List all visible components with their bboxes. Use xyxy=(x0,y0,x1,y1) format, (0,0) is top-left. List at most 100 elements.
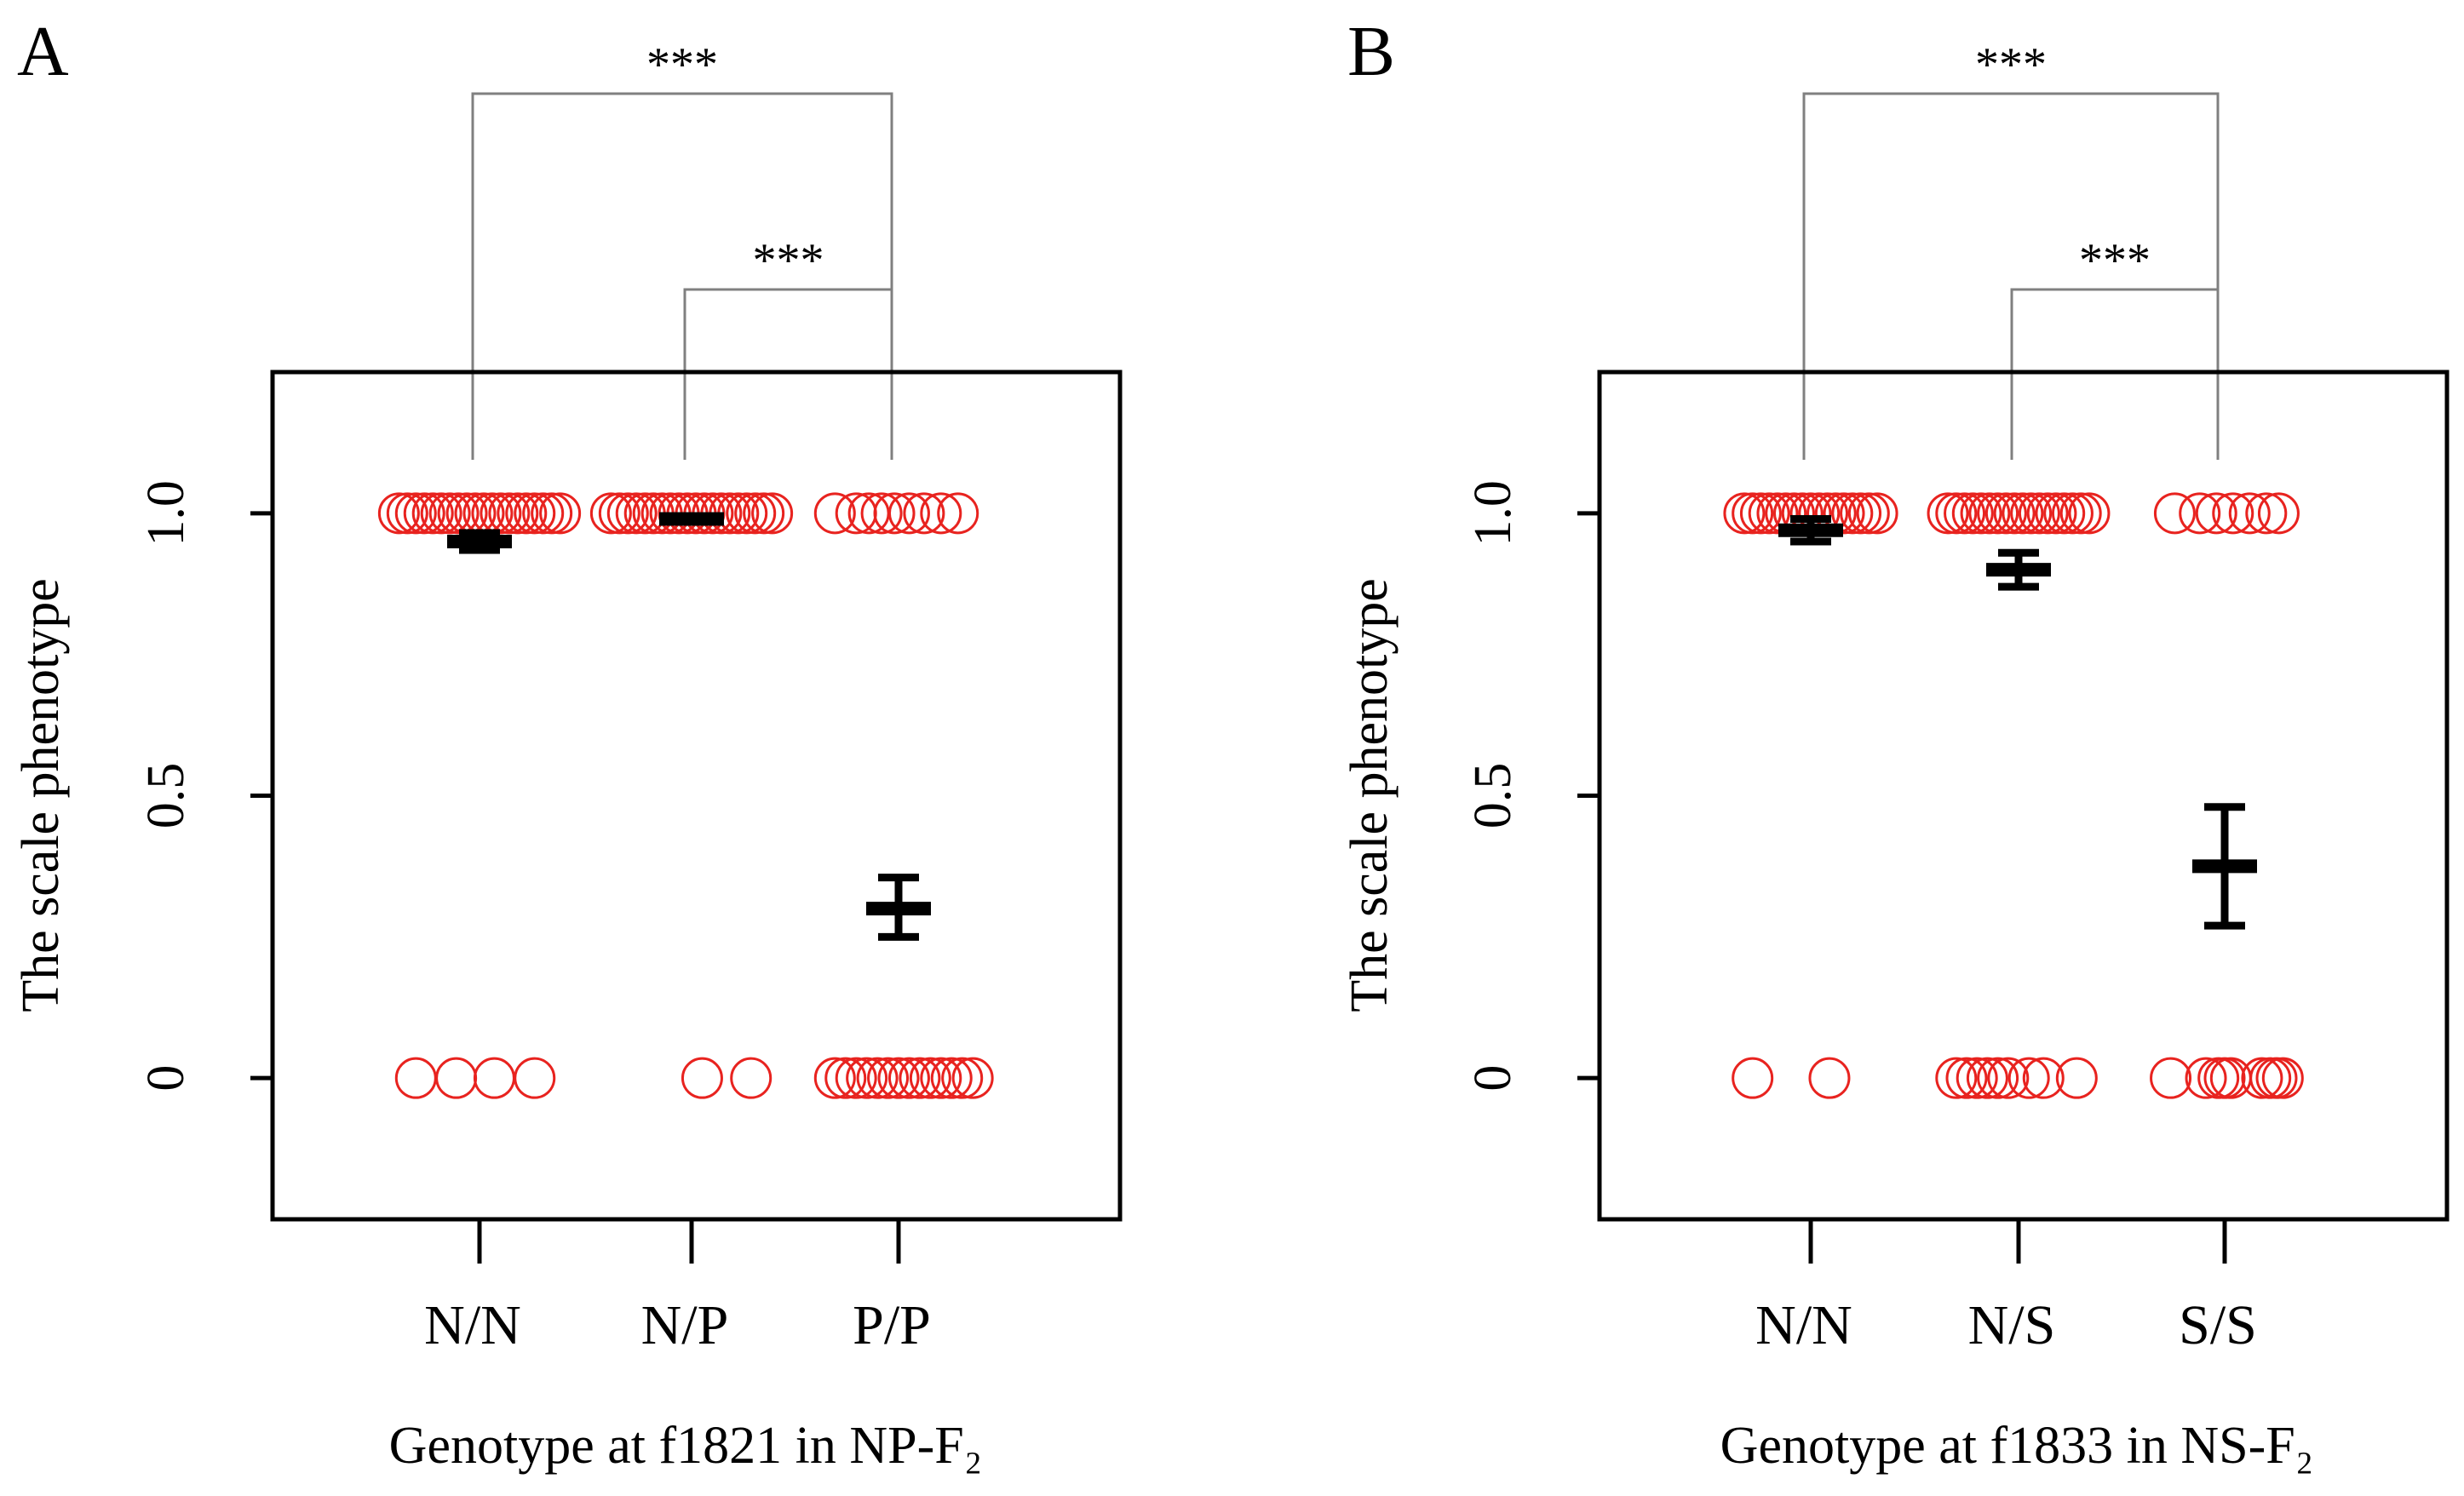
data-point xyxy=(1847,492,1890,535)
significance-label: *** xyxy=(2079,234,2151,287)
significance-brackets: *** *** xyxy=(471,38,893,460)
data-point xyxy=(411,492,454,535)
data-point xyxy=(846,1057,888,1099)
data-point xyxy=(1935,1057,1978,1099)
data-point xyxy=(1756,492,1799,535)
data-point xyxy=(2002,492,2044,535)
data-point xyxy=(2055,1057,2098,1099)
data-point xyxy=(2241,1057,2283,1099)
x-tick-label: S/S xyxy=(2179,1294,2257,1356)
x-tick-label: N/N xyxy=(424,1294,521,1356)
data-point xyxy=(951,1057,994,1099)
data-point xyxy=(1935,492,1978,535)
plot-frame xyxy=(270,370,1123,1222)
data-point xyxy=(2051,492,2094,535)
significance-label: *** xyxy=(1975,38,2047,91)
data-point xyxy=(909,1057,951,1099)
data-point xyxy=(903,492,945,535)
x-tick-label: P/P xyxy=(853,1294,931,1356)
data-point xyxy=(428,492,471,535)
data-point xyxy=(2212,492,2254,535)
data-point xyxy=(1951,492,1994,535)
data-point xyxy=(2261,1057,2304,1099)
data-point xyxy=(1856,492,1898,535)
x-tick-label: N/P xyxy=(641,1294,729,1356)
data-point xyxy=(497,492,539,535)
data-point xyxy=(2228,492,2271,535)
significance-bracket xyxy=(1802,92,2220,460)
data-point xyxy=(867,1057,910,1099)
data-point xyxy=(873,492,916,535)
data-point xyxy=(2257,492,2300,535)
data-point xyxy=(2018,492,2060,535)
data-point xyxy=(1831,492,1874,535)
data-point xyxy=(899,1057,941,1099)
data-point xyxy=(522,492,565,535)
data-point xyxy=(1732,1057,1774,1099)
data-point xyxy=(681,1057,723,1099)
data-point xyxy=(1927,492,1969,535)
data-point xyxy=(377,492,420,535)
data-point xyxy=(437,492,480,535)
data-point xyxy=(2010,492,2053,535)
data-point xyxy=(598,492,640,535)
y-tick-label: 1.0 xyxy=(137,480,195,547)
data-point xyxy=(2179,492,2221,535)
data-point xyxy=(1987,1057,2030,1099)
data-point xyxy=(1945,1057,1988,1099)
data-point xyxy=(1732,492,1774,535)
data-point xyxy=(394,1057,437,1099)
data-point xyxy=(394,492,437,535)
data-point xyxy=(2035,492,2077,535)
data-point xyxy=(824,1057,867,1099)
data-point xyxy=(1956,1057,1998,1099)
data-point xyxy=(1960,492,2002,535)
data-point xyxy=(726,492,768,535)
significance-bracket xyxy=(683,288,893,460)
data-point xyxy=(1823,492,1865,535)
y-tick-label: 0 xyxy=(137,1065,195,1092)
data-point xyxy=(2043,492,2086,535)
significance-label: *** xyxy=(646,38,718,91)
data-point xyxy=(1739,492,1782,535)
data-point xyxy=(514,492,556,535)
y-tick-label: 0 xyxy=(1464,1065,1522,1092)
data-point xyxy=(473,1057,515,1099)
data-point xyxy=(1977,1057,2019,1099)
data-point xyxy=(835,1057,877,1099)
data-point xyxy=(2245,492,2288,535)
data-point xyxy=(2022,1057,2065,1099)
data-point xyxy=(743,492,785,535)
data-point xyxy=(920,492,962,535)
data-point xyxy=(1984,492,2027,535)
y-tick-label: 0.5 xyxy=(1464,763,1522,829)
panel-b: B *** *** 0 0.5 1.0 N/N N/S S/S The scale phe… xyxy=(1341,12,2450,1475)
data-point xyxy=(539,492,582,535)
mean-markers xyxy=(1778,514,2257,930)
y-axis-label: The scale phenotype xyxy=(12,578,70,1012)
data-point xyxy=(505,492,548,535)
x-tick-label: N/S xyxy=(1968,1294,2056,1356)
data-point xyxy=(403,492,445,535)
data-point xyxy=(877,1057,920,1099)
mean-markers xyxy=(447,512,931,941)
significance-bracket xyxy=(2010,288,2220,460)
data-point xyxy=(730,1057,773,1099)
data-point xyxy=(734,492,777,535)
data-point xyxy=(435,1057,478,1099)
data-point xyxy=(615,492,658,535)
data-point xyxy=(1840,492,1882,535)
data-point xyxy=(2007,1057,2050,1099)
data-point xyxy=(937,492,979,535)
x-axis-label: Genotype at f1821 in NP-F₂ xyxy=(389,1417,983,1475)
data-point xyxy=(887,492,930,535)
data-point xyxy=(2026,492,2069,535)
data-point xyxy=(514,1057,556,1099)
panel-label: B xyxy=(1347,12,1395,91)
data-points xyxy=(377,492,994,1099)
data-point xyxy=(2059,492,2102,535)
data-point xyxy=(2068,492,2111,535)
data-point xyxy=(2150,1057,2192,1099)
significance-label: *** xyxy=(753,234,824,287)
